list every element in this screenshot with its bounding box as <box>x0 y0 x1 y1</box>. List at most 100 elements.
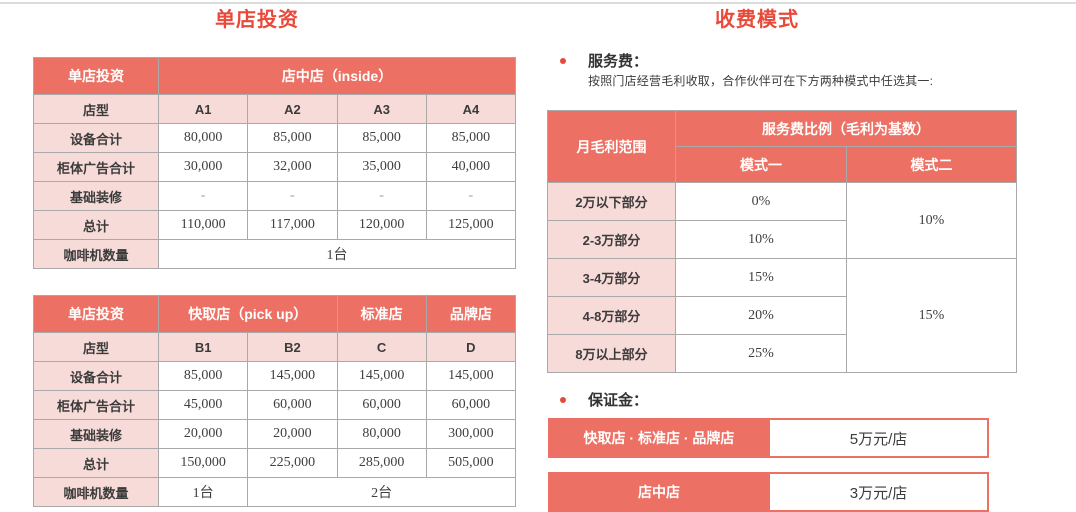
cell: 45,000 <box>157 390 249 420</box>
group-header-cell: 标准店 <box>336 295 427 333</box>
cell: 117,000 <box>247 210 338 240</box>
table-row: 设备合计 85,000 145,000 145,000 145,000 <box>33 361 517 391</box>
cell: 120,000 <box>336 210 427 240</box>
invest-table-pickup: 单店投资 快取店（pick up） 标准店 品牌店 店型 B1 B2 C D 设… <box>33 295 517 507</box>
cell: 85,000 <box>336 123 427 153</box>
cell: 15% <box>675 258 847 297</box>
row-label: 店型 <box>33 94 159 124</box>
deposit-heading: 保证金： <box>588 392 649 409</box>
row-label: 柜体广告合计 <box>33 390 159 420</box>
corner-cell: 单店投资 <box>33 57 159 95</box>
cell: 110,000 <box>157 210 249 240</box>
page-top-divider <box>0 2 1076 4</box>
table-row: 店型 A1 A2 A3 A4 <box>33 94 517 124</box>
cell: B1 <box>157 332 249 362</box>
table-row: 基础装修 20,000 20,000 80,000 300,000 <box>33 419 517 449</box>
corner-cell: 月毛利范围 <box>547 110 676 183</box>
cell: 40,000 <box>425 152 517 182</box>
table-header-row: 月毛利范围 服务费比例（毛利为基数） <box>547 110 1017 183</box>
cell: 35,000 <box>336 152 427 182</box>
row-label: 设备合计 <box>33 123 159 153</box>
group-header-cell: 服务费比例（毛利为基数） <box>675 110 1017 147</box>
table-row: 柜体广告合计 45,000 60,000 60,000 60,000 <box>33 390 517 420</box>
cell: 285,000 <box>336 448 427 478</box>
table-row: 总计 150,000 225,000 285,000 505,000 <box>33 448 517 478</box>
row-label: 4-8万部分 <box>547 296 676 335</box>
cell: 20% <box>675 296 847 335</box>
cell: D <box>425 332 517 362</box>
bullet-dot-icon <box>560 396 566 403</box>
cell: 150,000 <box>157 448 249 478</box>
table-row: 3-4万部分 15% 15% <box>547 258 1017 373</box>
cell: 60,000 <box>336 390 427 420</box>
row-label: 基础装修 <box>33 181 159 211</box>
cell: 80,000 <box>336 419 427 449</box>
right-section-title: 收费模式 <box>715 9 799 31</box>
table-header-row: 模式一 模式二 <box>548 146 1017 183</box>
table-row: 2万以下部分 0% 10% <box>547 182 1017 259</box>
row-label: 3-4万部分 <box>547 258 676 297</box>
cell: 80,000 <box>157 123 249 153</box>
merged-cell: 2台 <box>247 477 516 507</box>
row-label: 设备合计 <box>33 361 159 391</box>
cell: A3 <box>336 94 427 124</box>
row-label: 2万以下部分 <box>547 182 676 221</box>
invest-table-inside: 单店投资 店中店（inside） 店型 A1 A2 A3 A4 设备合计 80,… <box>33 57 517 269</box>
merged-cell: 10% <box>846 182 1017 259</box>
row-label: 咖啡机数量 <box>33 239 159 269</box>
cell: - <box>336 181 427 211</box>
service-fee-heading: 服务费： <box>588 53 649 70</box>
cell: A2 <box>247 94 338 124</box>
cell: 145,000 <box>247 361 338 391</box>
cell: 10% <box>675 220 847 259</box>
table-row: 咖啡机数量 1台 <box>33 239 516 269</box>
cell: - <box>425 181 517 211</box>
deposit-bullet: 保证金： <box>560 389 648 410</box>
table-row: 8万以上部分 25% <box>547 334 1017 373</box>
mode1-header: 模式一 <box>675 146 847 183</box>
cell: A4 <box>425 94 517 124</box>
row-label: 总计 <box>33 210 159 240</box>
cell: 85,000 <box>425 123 517 153</box>
cell: 60,000 <box>247 390 338 420</box>
table-row: 4-8万部分 20% <box>547 296 1017 335</box>
row-label: 柜体广告合计 <box>33 152 159 182</box>
deposit-store-types: 快取店 · 标准店 · 品牌店 <box>548 418 770 458</box>
row-label: 总计 <box>33 448 159 478</box>
table-row: 2-3万部分 10% <box>547 220 1017 259</box>
cell: 145,000 <box>336 361 427 391</box>
cell: 20,000 <box>247 419 338 449</box>
cell: 85,000 <box>157 361 249 391</box>
cell: 85,000 <box>247 123 338 153</box>
service-fee-note: 按照门店经营毛利收取，合作伙伴可在下方两种模式中任选其一: <box>588 74 934 88</box>
bullet-dot-icon <box>560 57 566 64</box>
table-row: 设备合计 80,000 85,000 85,000 85,000 <box>33 123 517 153</box>
group-header-cell: 品牌店 <box>425 295 517 333</box>
group-header-cell: 快取店（pick up） <box>158 295 338 333</box>
cell: 60,000 <box>425 390 517 420</box>
row-label: 店型 <box>33 332 159 362</box>
deposit-row: 快取店 · 标准店 · 品牌店 5万元/店 <box>548 418 989 458</box>
cell: 145,000 <box>425 361 517 391</box>
mode2-header: 模式二 <box>846 146 1017 183</box>
merged-cell: 1台 <box>158 239 516 269</box>
service-fee-table: 月毛利范围 服务费比例（毛利为基数） 模式一 模式二 2万以下部分 0% 10%… <box>547 110 1017 373</box>
table-row: 柜体广告合计 30,000 32,000 35,000 40,000 <box>33 152 517 182</box>
cell: 1台 <box>157 477 249 507</box>
corner-cell: 单店投资 <box>33 295 159 333</box>
cell: 225,000 <box>247 448 338 478</box>
cell: 125,000 <box>425 210 517 240</box>
cell: C <box>336 332 427 362</box>
cell: A1 <box>157 94 249 124</box>
cell: - <box>247 181 338 211</box>
merged-cell: 15% <box>846 258 1017 373</box>
cell: 0% <box>675 182 847 221</box>
row-label: 基础装修 <box>33 419 159 449</box>
table-row: 基础装修 - - - - <box>33 181 517 211</box>
group-header-cell: 店中店（inside） <box>158 57 516 95</box>
table-row: 总计 110,000 117,000 120,000 125,000 <box>33 210 517 240</box>
left-section-title: 单店投资 <box>215 9 299 31</box>
table-header-row: 单店投资 快取店（pick up） 标准店 品牌店 <box>33 295 517 333</box>
deposit-store-types: 店中店 <box>548 472 770 512</box>
table-row: 店型 B1 B2 C D <box>33 332 517 362</box>
